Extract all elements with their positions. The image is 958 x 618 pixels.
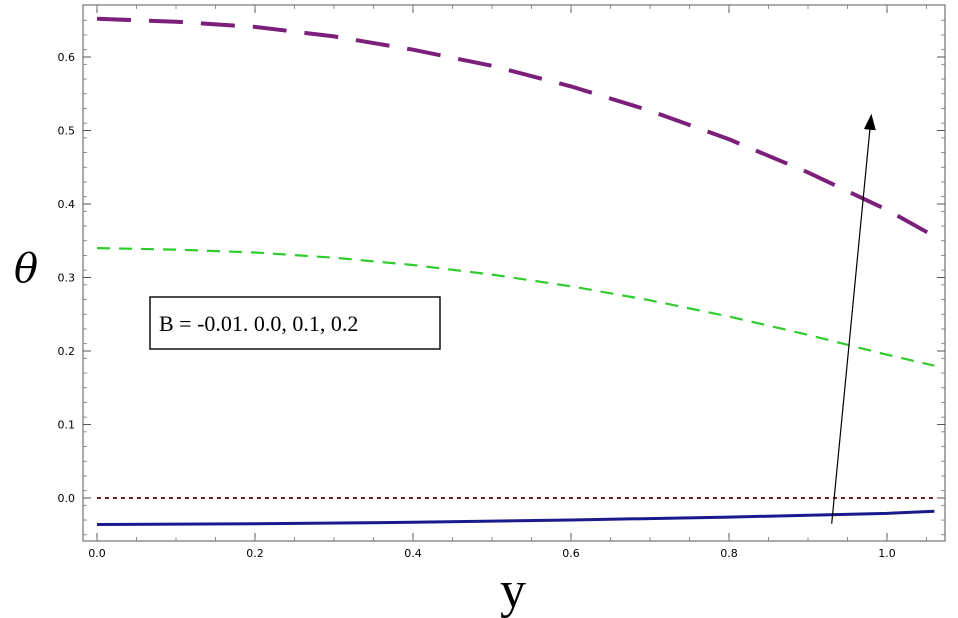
series-lines xyxy=(96,16,936,526)
y-tick-label: 0.1 xyxy=(58,419,76,432)
y-tick-label: 0.0 xyxy=(58,492,76,505)
x-tick-label: 1.0 xyxy=(878,547,896,560)
series-line-1 xyxy=(96,509,935,526)
series-line-3 xyxy=(96,247,935,367)
y-axis-title: θ xyxy=(14,246,38,292)
y-tick-label: 0.3 xyxy=(58,272,76,285)
series-line-4 xyxy=(96,16,936,239)
annotation-arrow xyxy=(831,113,876,524)
x-tick-label: 0.4 xyxy=(404,547,422,560)
x-tick-label: 0.0 xyxy=(88,547,106,560)
annotation: B = -0.01. 0.0, 0.1, 0.2 xyxy=(149,113,876,524)
x-tick-label: 0.8 xyxy=(720,547,738,560)
annotation-label: B = -0.01. 0.0, 0.1, 0.2 xyxy=(159,311,358,336)
y-tick-label: 0.5 xyxy=(58,125,76,138)
y-tick-label: 0.6 xyxy=(58,51,76,64)
annotation-box xyxy=(149,296,441,350)
plot-frame xyxy=(82,4,946,542)
x-axis-title: y xyxy=(500,562,526,618)
y-tick-label: 0.2 xyxy=(58,345,76,358)
x-tick-label: 0.6 xyxy=(562,547,580,560)
y-tick-label: 0.4 xyxy=(58,198,76,211)
ticks: 0.0 0.2 0.4 0.6 0.8 1.0 0.0 0.1 0.2 0.3 0.4 0.5 0.6 xyxy=(58,5,945,560)
x-tick-label: 0.2 xyxy=(246,547,264,560)
